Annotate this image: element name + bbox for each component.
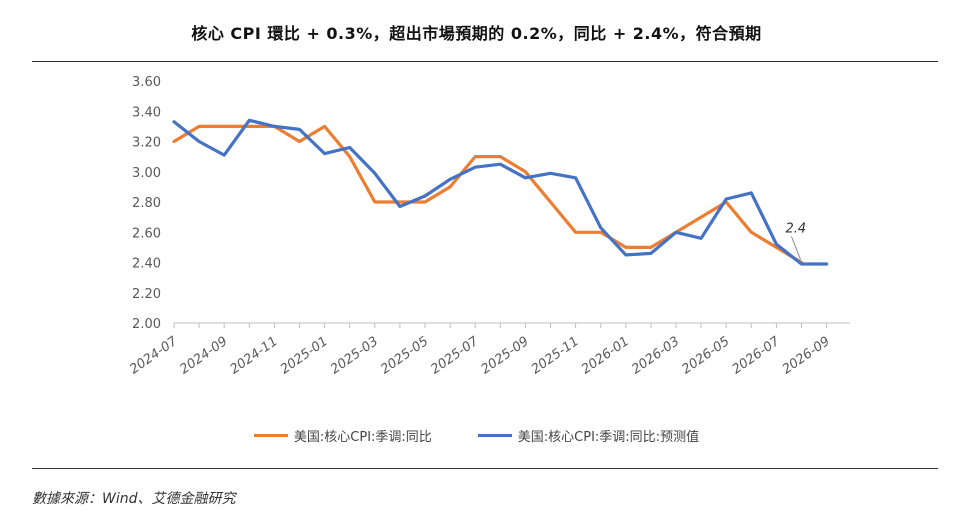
x-tick-label: 2026-09 bbox=[780, 334, 833, 377]
x-tick-label: 2026-05 bbox=[679, 334, 732, 377]
x-tick-label: 2024-09 bbox=[177, 334, 230, 377]
bottom-divider bbox=[32, 468, 938, 469]
x-tick-label: 2025-03 bbox=[328, 334, 381, 377]
x-tick-label: 2024-11 bbox=[228, 334, 281, 377]
y-tick-label: 2.80 bbox=[132, 196, 161, 211]
y-tick-label: 3.60 bbox=[132, 75, 161, 90]
y-tick-label: 2.20 bbox=[132, 287, 161, 302]
legend-label-forecast: 美国:核心CPI:季调:同比:预测值 bbox=[517, 430, 700, 445]
legend: 美国:核心CPI:季调:同比 美国:核心CPI:季调:同比:预测值 bbox=[0, 426, 953, 445]
x-tick-label: 2026-01 bbox=[579, 334, 632, 377]
series-line-actual bbox=[172, 124, 804, 265]
y-tick-label: 3.00 bbox=[132, 166, 161, 181]
y-tick-label: 3.20 bbox=[132, 136, 161, 151]
annotation-label: 2.4 bbox=[786, 222, 807, 237]
x-tick-label: 2025-11 bbox=[529, 334, 582, 377]
series-line-forecast bbox=[172, 118, 829, 266]
legend-swatch-actual bbox=[253, 434, 288, 437]
legend-item-actual: 美国:核心CPI:季调:同比 bbox=[253, 426, 432, 445]
axes bbox=[173, 322, 850, 328]
x-tick-label: 2024-07 bbox=[127, 334, 181, 378]
y-tick-label: 2.60 bbox=[132, 226, 161, 241]
x-tick-label: 2025-09 bbox=[479, 334, 532, 377]
legend-swatch-forecast bbox=[477, 434, 512, 437]
source-note: 數據來源：Wind、艾德金融研究 bbox=[32, 491, 236, 507]
x-tick-label: 2025-05 bbox=[378, 334, 431, 377]
legend-item-forecast: 美国:核心CPI:季调:同比:预测值 bbox=[477, 426, 700, 445]
y-tick-label: 2.40 bbox=[132, 257, 161, 272]
x-tick-label: 2026-07 bbox=[730, 334, 784, 378]
top-divider bbox=[32, 61, 938, 62]
x-tick-label: 2026-03 bbox=[629, 334, 682, 377]
chart-title: 核心 CPI 環比 + 0.3%，超出市場預期的 0.2%，同比 + 2.4%，… bbox=[191, 24, 762, 43]
y-tick-label: 3.40 bbox=[132, 105, 161, 120]
x-tick-label: 2025-01 bbox=[278, 334, 331, 377]
annotations: 2.4 bbox=[786, 222, 807, 260]
x-tick-label: 2025-07 bbox=[428, 334, 482, 378]
axis-labels: 3.60 3.40 3.20 3.00 2.80 2.60 2.40 2.20 2.00 2024… bbox=[127, 75, 833, 377]
annotation-leader-line bbox=[791, 236, 801, 260]
legend-label-actual: 美国:核心CPI:季调:同比 bbox=[293, 430, 432, 445]
y-tick-label: 2.00 bbox=[132, 317, 161, 332]
series-lines bbox=[172, 118, 829, 266]
